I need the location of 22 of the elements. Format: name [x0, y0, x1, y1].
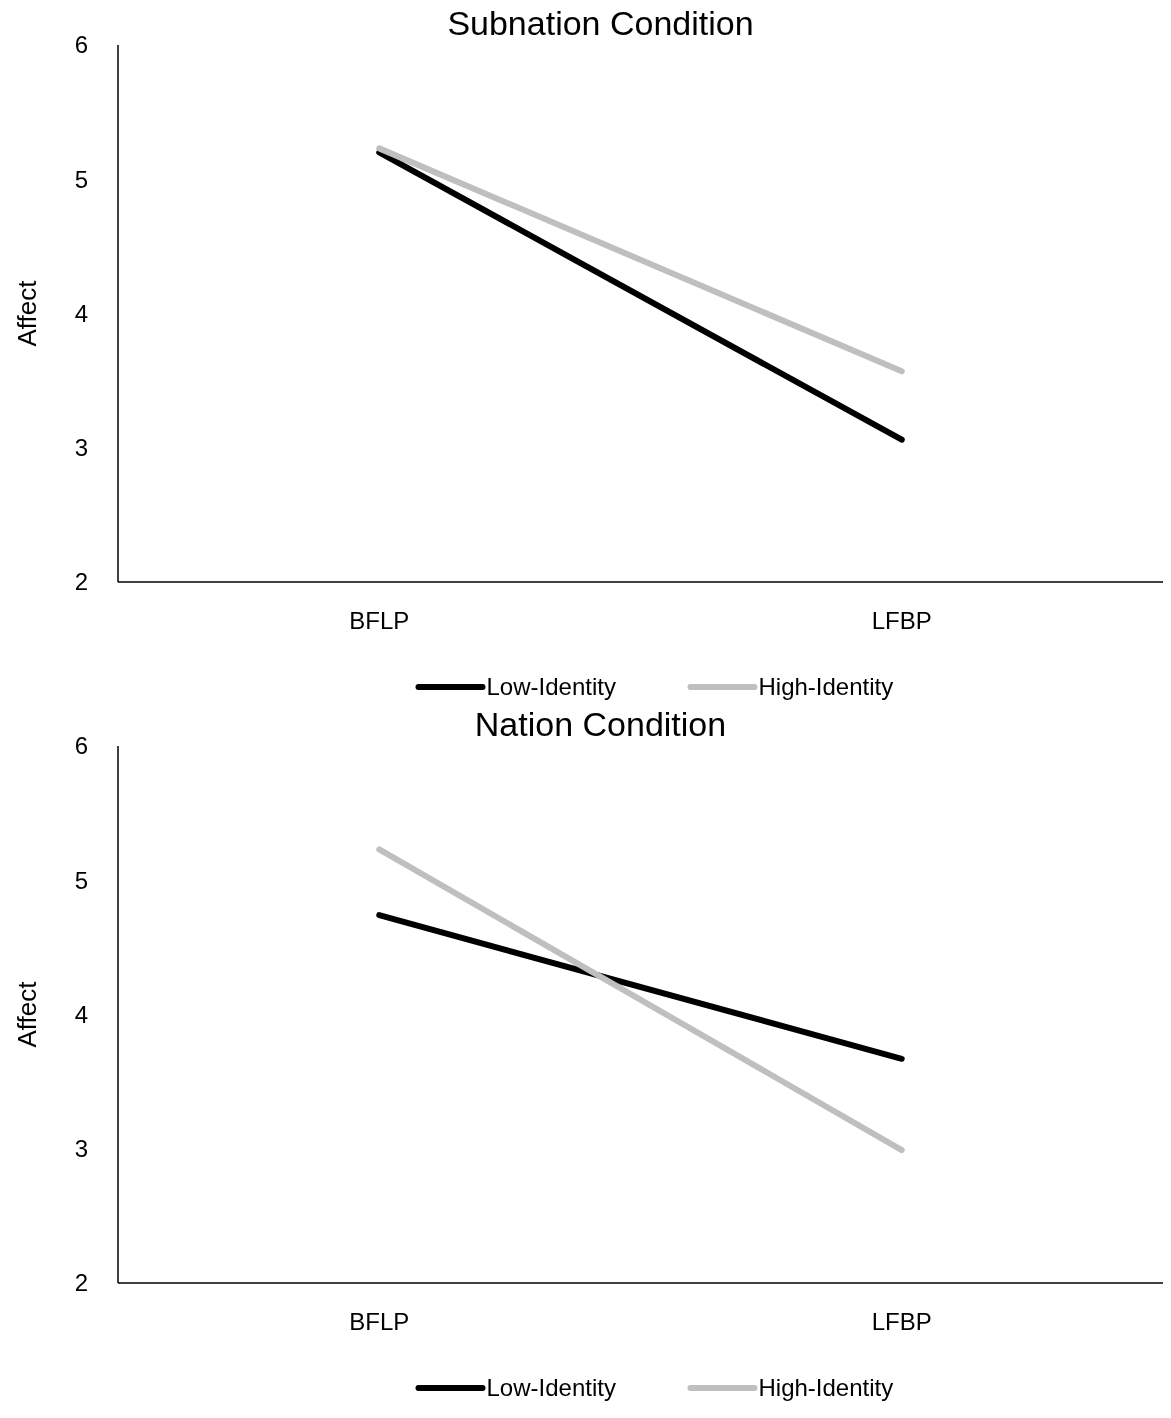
y-tick-label: 6 [74, 732, 88, 760]
y-tick-label: 4 [74, 299, 88, 327]
legend-label: High-Identity [758, 1374, 894, 1402]
y-tick-label: 2 [74, 1269, 88, 1297]
x-tick-label: BFLP [349, 607, 410, 634]
y-tick-label: 5 [74, 165, 88, 193]
y-tick-label: 5 [74, 866, 88, 894]
y-tick-label: 3 [74, 434, 88, 462]
x-tick-label: BFLP [349, 1308, 410, 1335]
y-tick-label: 3 [74, 1135, 88, 1163]
x-tick-label: LFBP [871, 1308, 932, 1335]
y-tick-label: 6 [74, 31, 88, 59]
y-tick-label: 4 [74, 1000, 88, 1028]
legend-label: Low-Identity [486, 673, 616, 701]
y-axis-title: Affect [12, 279, 42, 347]
x-tick-label: LFBP [871, 607, 932, 634]
legend-label: High-Identity [758, 673, 894, 701]
y-axis-title: Affect [12, 980, 42, 1048]
legend-label: Low-Identity [486, 1374, 616, 1402]
y-tick-label: 2 [74, 568, 88, 596]
chart-title: Nation Condition [474, 705, 727, 743]
chart-title: Subnation Condition [447, 4, 754, 42]
